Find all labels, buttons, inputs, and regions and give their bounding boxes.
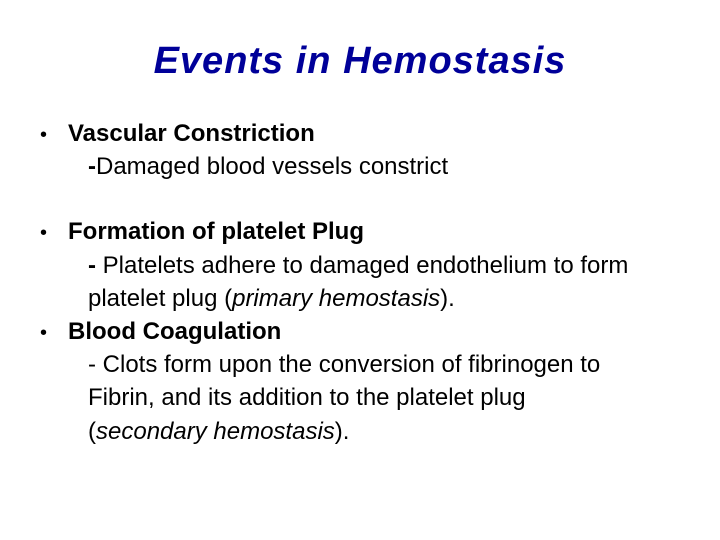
- bullet-item-2: • Formation of platelet Plug: [40, 216, 700, 247]
- item-3-sub3: (secondary hemostasis).: [40, 416, 700, 447]
- item-2-sub2: platelet plug (primary hemostasis).: [40, 283, 700, 314]
- item-1-heading: Vascular Constriction: [68, 118, 700, 149]
- bullet-1: •: [40, 122, 68, 148]
- item-3-heading: Blood Coagulation: [68, 316, 700, 347]
- item-3-sub1: - Clots form upon the conversion of fibr…: [40, 349, 700, 380]
- item-3-sub2: Fibrin, and its addition to the platelet…: [40, 382, 700, 413]
- bullet-2: •: [40, 220, 68, 246]
- slide-content: • Vascular Constriction -Damaged blood v…: [20, 118, 700, 447]
- item-1-sub1: -Damaged blood vessels constrict: [40, 151, 700, 182]
- bullet-3: •: [40, 320, 68, 346]
- bullet-item-3: • Blood Coagulation: [40, 316, 700, 347]
- item-2-sub1: - Platelets adhere to damaged endotheliu…: [40, 250, 700, 281]
- slide-title: Events in Hemostasis: [20, 40, 700, 83]
- item-2-heading: Formation of platelet Plug: [68, 216, 700, 247]
- bullet-item-1: • Vascular Constriction: [40, 118, 700, 149]
